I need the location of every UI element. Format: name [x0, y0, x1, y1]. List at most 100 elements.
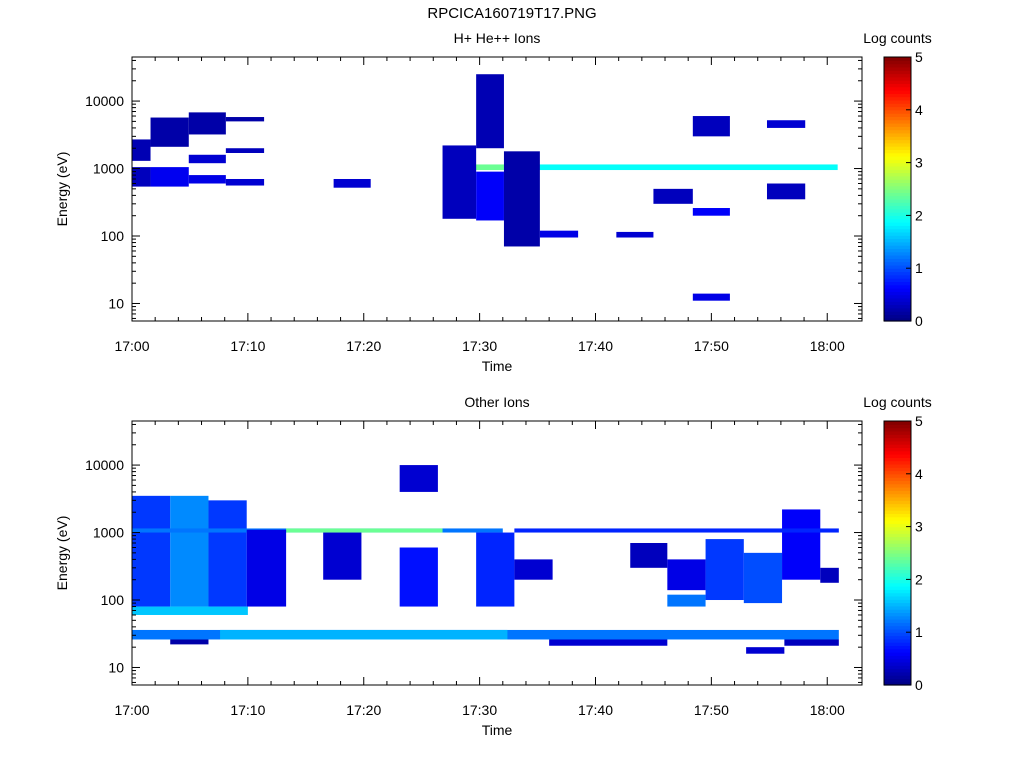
colorbar-segment [884, 245, 911, 249]
heatmap-cell [784, 639, 839, 646]
colorbar-tick-label: 4 [915, 102, 923, 118]
x-tick-label: 17:00 [114, 702, 149, 718]
colorbar-tick-label: 4 [915, 466, 923, 482]
colorbar-segment [884, 255, 911, 259]
colorbar-segment [884, 268, 911, 273]
colorbar-segment [884, 304, 911, 309]
colorbar-segment [884, 483, 911, 488]
colorbar-segment [884, 212, 911, 216]
colorbar-segment [884, 440, 911, 445]
y-tick-label: 100 [101, 228, 125, 244]
colorbar-segment [884, 605, 911, 610]
colorbar-segment [884, 179, 911, 183]
colorbar-segment [884, 182, 911, 187]
x-tick-label: 17:40 [578, 338, 613, 354]
colorbar-segment [884, 149, 911, 154]
colorbar-segment [884, 671, 911, 676]
colorbar-segment [884, 136, 911, 141]
colorbar-segment [884, 99, 911, 104]
colorbar-segment [884, 480, 911, 485]
colorbar-frame [883, 56, 912, 322]
colorbar-tick-label: 2 [915, 207, 923, 223]
colorbar-segment [884, 675, 911, 679]
colorbar-segment [884, 132, 911, 137]
y-tick-label: 1000 [93, 161, 124, 177]
colorbar-segment [884, 116, 911, 121]
colorbar-segment [884, 73, 911, 78]
colorbar-segment [884, 159, 911, 164]
colorbar-segment [884, 152, 911, 157]
colorbar-segment [884, 579, 911, 584]
heatmap-cell [442, 145, 477, 219]
colorbar-segment [884, 264, 911, 269]
heatmap-cell [476, 171, 504, 221]
colorbar-segment [884, 113, 911, 117]
heatmap-cell [692, 208, 730, 216]
heatmap-cell [225, 178, 265, 186]
colorbar-segment [884, 215, 911, 220]
colorbar-segment [884, 129, 911, 134]
colorbar-segment [884, 109, 911, 114]
colorbar-segment [884, 622, 911, 627]
colorbar-segment [884, 123, 911, 127]
colorbar-segment [884, 609, 911, 613]
colorbar-segment [884, 559, 911, 564]
colorbar-segment [884, 301, 911, 306]
y-axis: 10 100 1000 10000 Energy (eV) [54, 423, 862, 683]
colorbar-segment [884, 595, 911, 600]
colorbar-segment [884, 658, 911, 663]
colorbar-segment [884, 668, 911, 673]
colorbar-segment [884, 546, 911, 551]
heatmap-cell [150, 117, 189, 147]
colorbar-segment [884, 447, 911, 452]
colorbar-segment [884, 523, 911, 528]
colorbar-segment [884, 543, 911, 547]
colorbar-segment [884, 248, 911, 253]
colorbar-segment [884, 165, 911, 170]
x-tick-label: 17:30 [462, 702, 497, 718]
colorbar-segment [884, 635, 911, 640]
colorbar-segment [884, 444, 911, 448]
panel-title: H+ He++ Ions [454, 30, 541, 46]
y-axis-label: Energy (eV) [54, 152, 70, 227]
colorbar-segment [884, 454, 911, 458]
colorbar-segment [884, 258, 911, 263]
x-tick-label: 17:10 [230, 702, 265, 718]
colorbar-tick-label: 0 [915, 313, 923, 329]
heatmap-cell [514, 559, 553, 580]
colorbar: 0 1 2 3 4 5 Log counts [863, 394, 932, 693]
colorbar-segment [884, 681, 911, 686]
panel-title: Other Ions [464, 394, 529, 410]
colorbar-segment [884, 678, 911, 683]
colorbar-segment [884, 490, 911, 495]
colorbar-segment [884, 278, 911, 282]
colorbar-tick-label: 1 [915, 260, 923, 276]
heatmap-cell [503, 164, 838, 171]
heatmap-cell [476, 74, 504, 149]
colorbar-segment [884, 506, 911, 511]
colorbar-segment [884, 582, 911, 587]
colorbar-segment [884, 202, 911, 207]
colorbar-segment [884, 231, 911, 236]
colorbar-segment [884, 142, 911, 147]
colorbar-segment [884, 156, 911, 160]
colorbar-segment [884, 96, 911, 101]
heatmap-cell [667, 594, 706, 607]
colorbar-segment [884, 281, 911, 286]
heatmap-cells [132, 74, 838, 301]
colorbar-segment [884, 90, 911, 94]
colorbar-segment [884, 189, 911, 193]
colorbar-segment [884, 470, 911, 475]
x-tick-label: 17:20 [346, 338, 381, 354]
colorbar-segment [884, 665, 911, 670]
heatmap-cell [246, 529, 287, 607]
colorbar-segment [884, 457, 911, 462]
colorbar-segment [884, 314, 911, 319]
colorbar-segment [884, 529, 911, 534]
colorbar-segment [884, 536, 911, 541]
x-tick-label: 17:20 [346, 702, 381, 718]
colorbar-segment [884, 487, 911, 491]
y-tick-label: 10 [108, 659, 124, 675]
colorbar-segment [884, 496, 911, 501]
colorbar-tick-label: 3 [915, 155, 923, 171]
